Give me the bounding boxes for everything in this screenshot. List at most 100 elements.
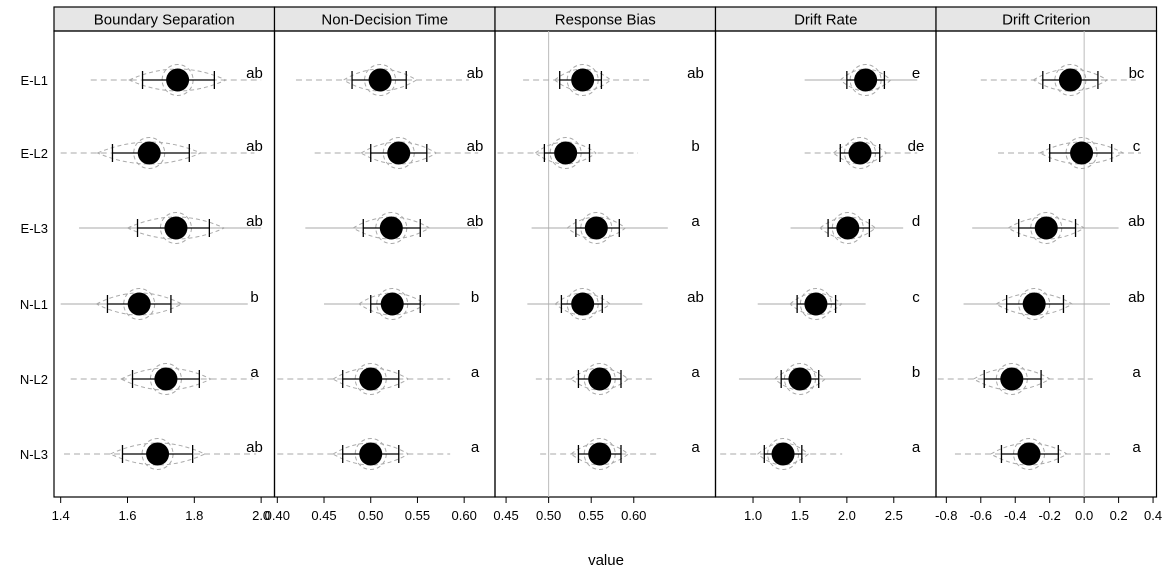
point-group-e-l1: bc <box>980 64 1145 96</box>
posterior-halo <box>534 141 597 165</box>
row-label-e-l1: E-L1 <box>21 73 48 88</box>
row-label-n-l2: N-L2 <box>20 372 48 387</box>
point-group-n-l2: b <box>738 363 920 395</box>
group-letter: b <box>691 138 699 155</box>
mean-point <box>836 216 860 240</box>
posterior-halo <box>789 292 843 316</box>
x-tick-label: 0.50 <box>358 508 383 523</box>
panel-frame <box>53 30 276 498</box>
point-group-e-l3: ab <box>305 212 483 244</box>
row-label-e-l3: E-L3 <box>21 221 48 236</box>
mean-point <box>848 141 872 165</box>
point-group-n-l3: a <box>277 438 480 470</box>
mean-point <box>137 141 161 165</box>
mean-point <box>1070 141 1094 165</box>
row-label-e-l2: E-L2 <box>21 146 48 161</box>
x-tick-label: 0.45 <box>311 508 336 523</box>
panel-frame <box>714 30 937 498</box>
point-group-n-l2: a <box>937 363 1141 395</box>
panel-frame <box>494 30 717 498</box>
group-letter: a <box>691 364 700 381</box>
point-group-e-l2: ab <box>60 137 263 169</box>
posterior-halo <box>570 442 630 466</box>
row-labels: E-L1 E-L2 E-L3 N-L1 N-L2 N-L3 <box>20 73 48 462</box>
x-tick-label: 0.60 <box>621 508 646 523</box>
group-letter: ab <box>467 138 484 155</box>
group-letter: ab <box>687 289 704 306</box>
mean-point <box>154 367 178 391</box>
x-tick-label: 0.4 <box>1144 508 1162 523</box>
posterior-halo <box>360 141 438 165</box>
point-group-e-l1: ab <box>90 64 263 96</box>
point-group-n-l2: a <box>535 363 700 395</box>
x-tick-label: 0.0 <box>1075 508 1093 523</box>
group-letter: ab <box>1128 289 1145 306</box>
panel-title: Drift Criterion <box>1002 12 1090 29</box>
x-axis-title: value <box>588 552 624 569</box>
point-group-n-l3: a <box>720 438 921 470</box>
x-tick-label: 0.40 <box>265 508 290 523</box>
mean-point <box>588 442 612 466</box>
point-group-e-l1: ab <box>295 64 483 96</box>
mean-point <box>380 292 404 316</box>
group-letter: ab <box>246 138 263 155</box>
panel-title: Boundary Separation <box>94 12 235 29</box>
panel-title: Response Bias <box>555 12 656 29</box>
group-letter: ab <box>1128 213 1145 230</box>
group-letter: b <box>471 289 479 306</box>
posterior-halo <box>839 68 892 92</box>
posterior-halo <box>566 216 627 240</box>
point-group-e-l3: a <box>531 212 700 244</box>
mean-point <box>387 141 411 165</box>
point-group-e-l1: e <box>804 64 920 96</box>
posterior-halo <box>1032 68 1109 92</box>
posterior-halo <box>342 68 418 92</box>
x-tick-label: 0.50 <box>536 508 561 523</box>
x-tick-label: 2.0 <box>838 508 856 523</box>
group-letter: c <box>912 289 920 306</box>
x-tick-label: 0.55 <box>579 508 604 523</box>
posterior-halo <box>332 367 410 391</box>
posterior-halo <box>126 216 226 240</box>
point-group-n-l1: b <box>324 288 479 320</box>
posterior-halo <box>119 367 212 391</box>
x-tick-label: 1.8 <box>185 508 203 523</box>
x-tick-label: 0.45 <box>493 508 518 523</box>
posterior-halo <box>1038 141 1125 165</box>
x-tick-label: -0.8 <box>935 508 957 523</box>
panel-strip <box>273 6 496 32</box>
group-letter: d <box>912 213 920 230</box>
group-letter: b <box>250 289 258 306</box>
posterior-halo <box>773 367 826 391</box>
point-group-e-l2: c <box>998 137 1141 169</box>
point-group-n-l3: a <box>954 438 1141 470</box>
point-group-e-l3: ab <box>972 212 1145 244</box>
panel-title: Non-Decision Time <box>321 12 448 29</box>
mean-point <box>788 367 812 391</box>
panel-strip <box>53 6 276 32</box>
posterior-halo <box>832 141 888 165</box>
posterior-halo <box>1007 216 1086 240</box>
posterior-halo <box>989 442 1069 466</box>
mean-point <box>804 292 828 316</box>
posterior-halo <box>554 292 611 316</box>
mean-point <box>771 442 795 466</box>
panel-strip <box>714 6 937 32</box>
row-label-n-l1: N-L1 <box>20 297 48 312</box>
group-letter: a <box>691 439 700 456</box>
group-letter: b <box>912 364 920 381</box>
x-tick-label: -0.4 <box>1004 508 1026 523</box>
x-tick-label: 1.4 <box>52 508 70 523</box>
group-letter: a <box>471 364 480 381</box>
point-group-e-l2: ab <box>314 137 484 169</box>
mean-point <box>854 68 878 92</box>
x-tick-label: 2.5 <box>885 508 903 523</box>
x-tick-label: 1.0 <box>744 508 762 523</box>
row-label-n-l3: N-L3 <box>20 447 48 462</box>
mean-point <box>1017 442 1041 466</box>
posterior-halo <box>96 141 203 165</box>
mean-point <box>359 367 383 391</box>
mean-point <box>368 68 392 92</box>
posterior-halo <box>358 292 427 316</box>
